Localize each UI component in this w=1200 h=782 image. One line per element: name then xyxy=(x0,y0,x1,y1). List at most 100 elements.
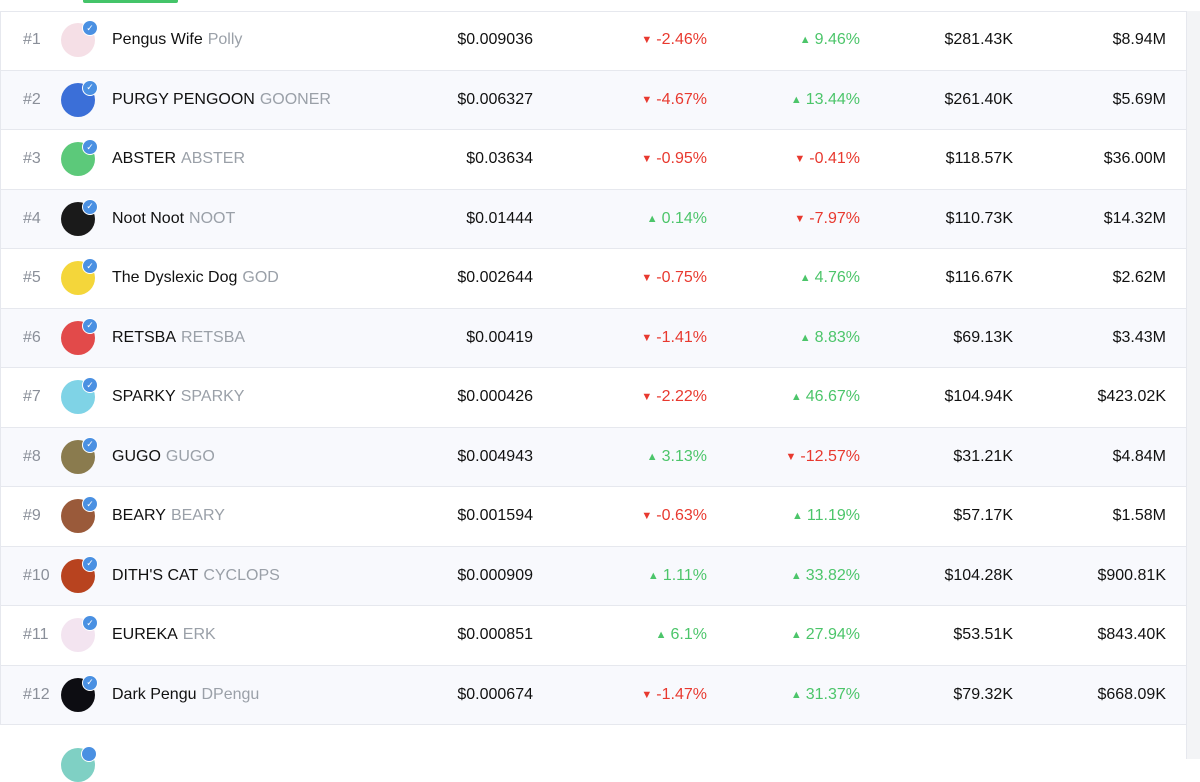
scrollbar[interactable] xyxy=(1186,11,1200,759)
change-long: ▼ -12.57% xyxy=(786,428,860,487)
table-row-partial[interactable] xyxy=(0,737,1186,782)
token-avatar[interactable]: ✓ xyxy=(61,377,98,415)
verified-badge-icon: ✓ xyxy=(82,555,98,572)
token-avatar[interactable]: ✓ xyxy=(61,436,98,474)
token-name-cell[interactable]: SPARKY SPARKY xyxy=(112,368,244,427)
token-price: $0.01444 xyxy=(466,209,533,227)
token-avatar[interactable]: ✓ xyxy=(61,317,98,355)
token-avatar-cell: ✓ xyxy=(61,606,98,665)
token-name[interactable]: GUGO xyxy=(112,447,161,465)
token-name[interactable]: Noot Noot xyxy=(112,209,185,227)
token-avatar[interactable]: ✓ xyxy=(61,674,98,712)
table-row[interactable]: #7 ✓ SPARKY SPARKY $0.000426 ▼ -2.22% ▲ 46.67% $1… xyxy=(1,368,1187,428)
token-avatar[interactable]: ✓ xyxy=(61,496,98,534)
token-name[interactable]: Dark Pengu xyxy=(112,685,197,703)
change-short: ▼ -0.95% xyxy=(641,130,707,189)
token-price: $0.004943 xyxy=(457,447,533,465)
token-name-cell[interactable]: Noot Noot NOOT xyxy=(112,190,235,249)
table-row[interactable]: #4 ✓ Noot Noot NOOT $0.01444 ▲ 0.14% ▼ -7.97% $11… xyxy=(1,189,1187,249)
token-volume: $116.67K xyxy=(945,269,1013,287)
table-row[interactable]: #3 ✓ ABSTER ABSTER $0.03634 ▼ -0.95% ▼ -0.41% $11… xyxy=(1,130,1187,190)
token-avatar[interactable]: ✓ xyxy=(61,79,98,117)
change-long: ▲ 46.67% xyxy=(791,368,860,427)
token-name-cell[interactable]: Dark Pengu DPengu xyxy=(112,666,259,725)
token-market-cap: $8.94M xyxy=(1112,31,1166,49)
token-volume: $31.21K xyxy=(953,447,1013,465)
token-market-cap: $36.00M xyxy=(1103,150,1166,168)
verified-badge-icon: ✓ xyxy=(82,496,98,513)
token-name[interactable]: DITH'S CAT xyxy=(112,566,199,584)
change-value: 11.19% xyxy=(806,507,860,525)
token-name[interactable]: PURGY PENGOON xyxy=(112,90,255,108)
change-value: 8.83% xyxy=(814,328,860,346)
token-avatar[interactable]: ✓ xyxy=(61,615,98,653)
arrow-up-icon: ▲ xyxy=(647,569,659,582)
active-tab-indicator xyxy=(83,0,178,3)
token-volume: $69.13K xyxy=(953,328,1013,346)
table-row[interactable]: #6 ✓ RETSBA RETSBA $0.00419 ▼ -1.41% ▲ 8.83% $69.… xyxy=(1,308,1187,368)
rank-number: #12 xyxy=(23,685,50,703)
token-name-cell[interactable]: EUREKA ERK xyxy=(112,606,216,665)
token-name-cell[interactable]: Pengus Wife Polly xyxy=(112,11,242,70)
table-row[interactable]: #8 ✓ GUGO GUGO $0.004943 ▲ 3.13% ▼ -12.57% $31.21… xyxy=(1,427,1187,487)
token-name[interactable]: ABSTER xyxy=(112,150,177,168)
change-value: 9.46% xyxy=(814,31,860,49)
verified-badge-icon: ✓ xyxy=(82,139,98,156)
table-row[interactable]: #2 ✓ PURGY PENGOON GOONER $0.006327 ▼ -4.67% ▲ 1… xyxy=(1,70,1187,130)
arrow-down-icon: ▼ xyxy=(641,34,653,47)
change-value: -0.41% xyxy=(809,150,860,168)
change-value: -0.75% xyxy=(656,269,707,287)
token-name[interactable]: Pengus Wife xyxy=(112,31,203,49)
token-name[interactable]: EUREKA xyxy=(112,626,178,644)
token-market-cap: $14.32M xyxy=(1103,209,1166,227)
arrow-up-icon: ▲ xyxy=(790,688,802,701)
token-avatar-cell: ✓ xyxy=(61,368,98,427)
token-avatar[interactable]: ✓ xyxy=(61,20,98,58)
token-avatar[interactable]: ✓ xyxy=(61,198,98,236)
table-row[interactable]: #5 ✓ The Dyslexic Dog GOD $0.002644 ▼ -0.75% ▲ 4… xyxy=(1,249,1187,309)
verified-badge-icon: ✓ xyxy=(82,436,98,453)
table-row[interactable]: #11 ✓ EUREKA ERK $0.000851 ▲ 6.1% ▲ 27.94% $53.51… xyxy=(1,606,1187,666)
table-row[interactable]: #9 ✓ BEARY BEARY $0.001594 ▼ -0.63% ▲ 11.19% $57.… xyxy=(1,487,1187,547)
verified-badge-icon: ✓ xyxy=(82,317,98,334)
token-name-cell[interactable]: PURGY PENGOON GOONER xyxy=(112,71,331,130)
table-row[interactable]: #1 ✓ Pengus Wife Polly $0.009036 ▼ -2.46% ▲ 9.46… xyxy=(1,11,1187,71)
arrow-down-icon: ▼ xyxy=(641,153,653,166)
token-market-cap: $3.43M xyxy=(1112,328,1166,346)
token-avatar[interactable]: ✓ xyxy=(61,258,98,296)
token-ticker: NOOT xyxy=(189,209,236,227)
token-name[interactable]: BEARY xyxy=(112,507,166,525)
change-long: ▲ 11.19% xyxy=(792,487,860,546)
change-long: ▲ 13.44% xyxy=(791,71,860,130)
table-row[interactable]: #10 ✓ DITH'S CAT CYCLOPS $0.000909 ▲ 1.11% ▲ 33.… xyxy=(1,546,1187,606)
arrow-up-icon: ▲ xyxy=(655,629,667,642)
token-table: #1 ✓ Pengus Wife Polly $0.009036 ▼ -2.46% ▲ 9.46… xyxy=(0,11,1187,725)
token-avatar-cell: ✓ xyxy=(61,71,98,130)
token-ticker: ERK xyxy=(182,626,216,644)
token-name[interactable]: The Dyslexic Dog xyxy=(112,269,238,287)
verified-badge-icon: ✓ xyxy=(82,258,98,275)
change-long: ▲ 4.76% xyxy=(800,249,860,308)
token-avatar-cell: ✓ xyxy=(61,547,98,606)
change-short: ▼ -1.47% xyxy=(641,666,707,725)
token-name-cell[interactable]: BEARY BEARY xyxy=(112,487,225,546)
verified-badge-icon: ✓ xyxy=(82,377,98,394)
token-name-cell[interactable]: ABSTER ABSTER xyxy=(112,130,245,189)
token-ticker: RETSBA xyxy=(181,328,246,346)
change-long: ▼ -7.97% xyxy=(794,190,860,249)
token-name[interactable]: RETSBA xyxy=(112,328,177,346)
token-name-cell[interactable]: DITH'S CAT CYCLOPS xyxy=(112,547,280,606)
change-value: -1.47% xyxy=(656,685,707,703)
token-name-cell[interactable]: The Dyslexic Dog GOD xyxy=(112,249,279,308)
arrow-up-icon: ▲ xyxy=(790,93,802,106)
token-name[interactable]: SPARKY xyxy=(112,388,176,406)
token-name-cell[interactable]: GUGO GUGO xyxy=(112,428,215,487)
table-row[interactable]: #12 ✓ Dark Pengu DPengu $0.000674 ▼ -1.47% ▲ 31.… xyxy=(1,665,1187,725)
token-name-cell[interactable]: RETSBA RETSBA xyxy=(112,309,245,368)
token-avatar[interactable]: ✓ xyxy=(61,555,98,593)
token-avatar[interactable]: ✓ xyxy=(61,139,98,177)
verified-badge-icon: ✓ xyxy=(82,79,98,96)
change-value: -7.97% xyxy=(809,209,860,227)
table-header-strip xyxy=(0,0,1200,12)
change-value: 3.13% xyxy=(661,447,707,465)
